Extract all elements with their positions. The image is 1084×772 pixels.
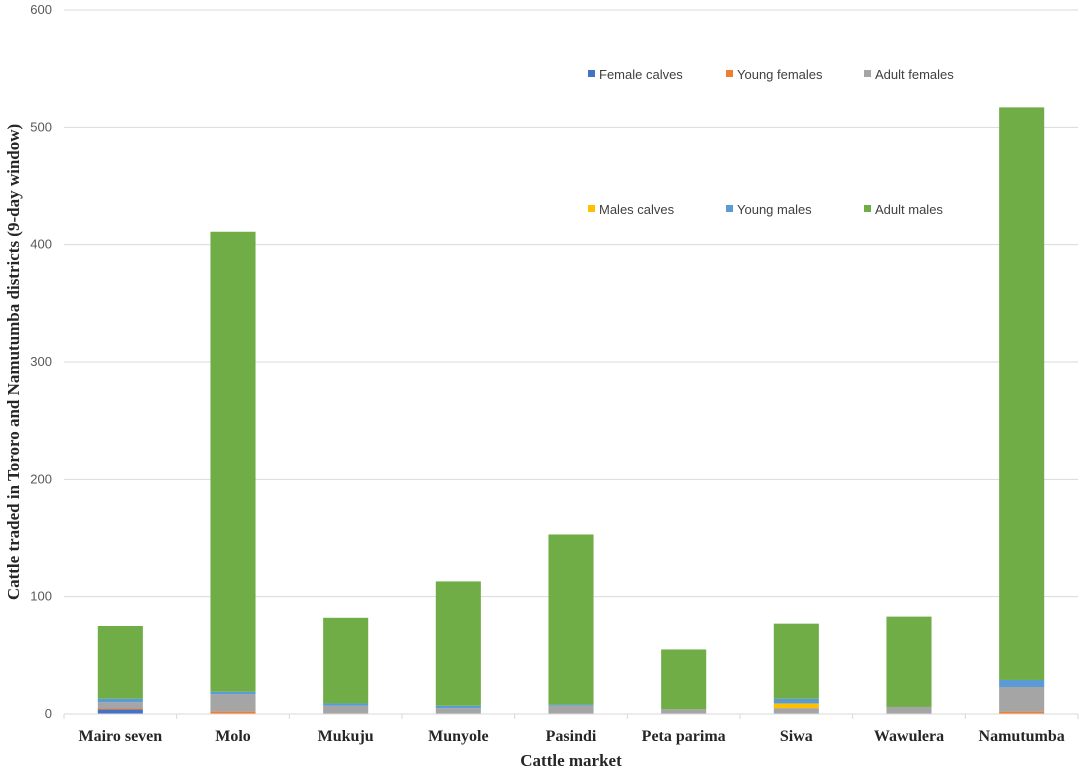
bar-segment <box>999 711 1045 714</box>
legend-item: Female calves <box>588 67 683 82</box>
legend-item: Adult females <box>864 67 954 82</box>
bar-segment <box>548 705 594 714</box>
category-label: Mairo seven <box>78 728 162 745</box>
x-axis-title: Cattle market <box>520 751 622 770</box>
bar-segment <box>210 231 256 692</box>
category-labels: Mairo seven Molo Mukuju Munyole Pasindi Peta … <box>78 728 1064 745</box>
category-label: Peta parima <box>642 728 726 745</box>
bar-segment <box>323 703 369 706</box>
bar-segment <box>999 107 1045 680</box>
y-tick-label: 600 <box>30 2 52 17</box>
legend-item: Adult males <box>864 202 943 217</box>
bar-segment <box>435 705 481 709</box>
bars <box>97 107 1045 714</box>
legend-item: Males calves <box>588 202 675 217</box>
category-label: Wawulera <box>874 728 944 745</box>
legend-swatch <box>864 205 871 212</box>
bar-segment <box>97 709 143 714</box>
category-label: Siwa <box>780 728 813 745</box>
legend-swatch <box>864 70 871 77</box>
bar-segment <box>97 626 143 699</box>
bar-segment <box>886 706 932 714</box>
legend-swatch <box>588 205 595 212</box>
bar-segment <box>97 702 143 709</box>
legend-label: Female calves <box>599 67 683 82</box>
bar-segment <box>548 704 594 706</box>
category-label: Pasindi <box>546 728 597 745</box>
legend: Female calves Young females Adult females M… <box>588 67 954 217</box>
bar-segment <box>661 709 707 714</box>
bar-segment <box>435 581 481 706</box>
y-tick-label: 400 <box>30 237 52 252</box>
bar-segment <box>97 708 143 710</box>
bar-segment <box>210 711 256 714</box>
bar-segment <box>548 534 594 705</box>
bar-segment <box>773 703 819 709</box>
legend-item: Young females <box>726 67 823 82</box>
legend-label: Young females <box>737 67 823 82</box>
bar-segment <box>886 616 932 707</box>
legend-item: Young males <box>726 202 812 217</box>
bar-segment <box>773 623 819 699</box>
y-tick-labels: 0 100 200 300 400 500 600 <box>30 2 52 721</box>
x-tick-marks <box>63 714 1079 719</box>
y-tick-label: 200 <box>30 471 52 486</box>
bar-segment <box>435 708 481 714</box>
legend-swatch <box>726 205 733 212</box>
legend-label: Adult males <box>875 202 943 217</box>
bar-segment <box>210 691 256 695</box>
y-tick-label: 300 <box>30 354 52 369</box>
bar-segment <box>97 698 143 703</box>
bar-segment <box>999 679 1045 688</box>
legend-label: Males calves <box>599 202 675 217</box>
y-tick-label: 100 <box>30 589 52 604</box>
category-label: Namutumba <box>979 728 1065 745</box>
category-label: Mukuju <box>318 728 374 745</box>
legend-swatch <box>726 70 733 77</box>
category-label: Munyole <box>428 728 488 745</box>
category-label: Molo <box>215 728 251 745</box>
bar-segment <box>323 705 369 714</box>
bar-segment <box>999 687 1045 712</box>
bar-segment <box>773 698 819 704</box>
bar-segment <box>323 617 369 704</box>
legend-label: Young males <box>737 202 812 217</box>
y-tick-label: 500 <box>30 119 52 134</box>
bar-segment <box>210 694 256 712</box>
legend-swatch <box>588 70 595 77</box>
y-tick-label: 0 <box>45 706 52 721</box>
bar-segment <box>661 649 707 710</box>
bar-segment <box>773 708 819 714</box>
y-axis-title: Cattle traded in Tororo and Namutumba di… <box>4 124 23 600</box>
legend-label: Adult females <box>875 67 954 82</box>
